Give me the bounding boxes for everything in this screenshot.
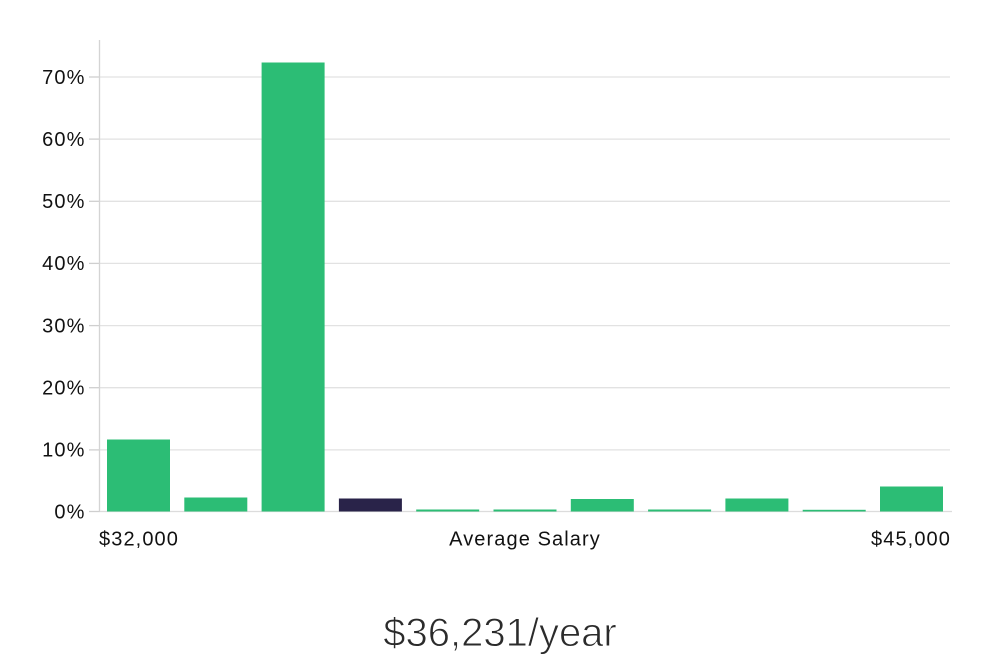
svg-text:Average Salary: Average Salary xyxy=(449,529,601,551)
svg-text:10%: 10% xyxy=(42,440,85,462)
svg-text:30%: 30% xyxy=(42,315,85,337)
svg-text:40%: 40% xyxy=(42,253,85,275)
svg-text:0%: 0% xyxy=(54,501,85,523)
svg-text:60%: 60% xyxy=(42,129,85,151)
svg-text:70%: 70% xyxy=(42,67,85,89)
svg-text:20%: 20% xyxy=(42,378,85,400)
svg-text:$36,231/year: $36,231/year xyxy=(383,611,617,655)
svg-text:$45,000: $45,000 xyxy=(871,529,951,551)
svg-text:50%: 50% xyxy=(42,191,85,213)
svg-text:$32,000: $32,000 xyxy=(99,529,179,551)
